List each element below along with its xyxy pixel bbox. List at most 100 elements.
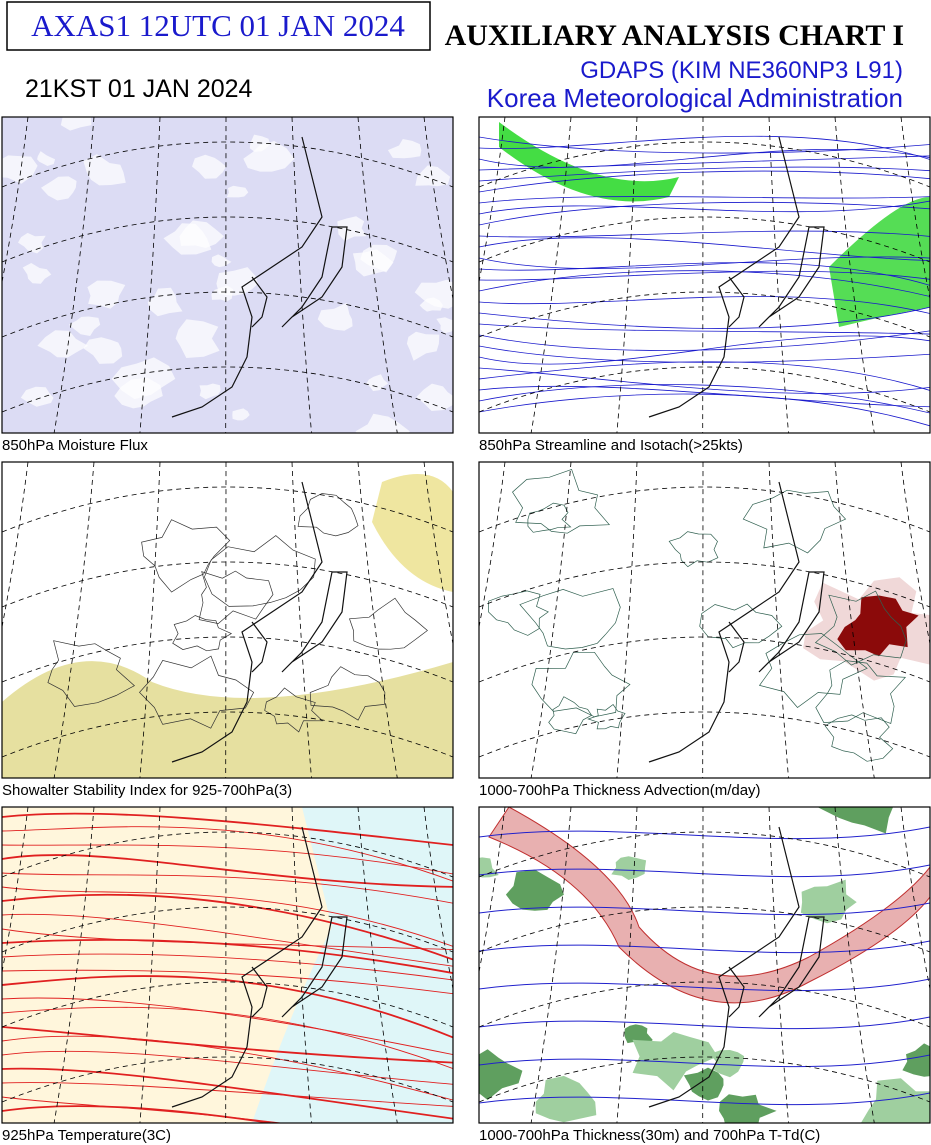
parallel xyxy=(2,1056,453,1103)
contour xyxy=(548,696,593,735)
moisture-patch xyxy=(436,317,453,334)
isotherm xyxy=(2,812,453,846)
isotherm xyxy=(2,886,453,947)
panel-caption: 1000-700hPa Thickness(30m) and 700hPa T-… xyxy=(479,1127,820,1144)
panel-caption: 850hPa Streamline and Isotach(>25kts) xyxy=(479,437,743,454)
moisture-patch xyxy=(352,249,394,277)
streamline xyxy=(479,200,930,215)
parallel xyxy=(2,486,453,533)
code-text: AXAS1 12UTC 01 JAN 2024 xyxy=(31,8,405,43)
advection-core xyxy=(837,595,919,657)
moisture-patch xyxy=(83,154,126,186)
moisture-patch xyxy=(419,297,443,312)
moisture-patch xyxy=(211,254,232,268)
streamline xyxy=(479,296,930,314)
isotherm xyxy=(2,854,453,888)
thickness-line xyxy=(479,1016,930,1030)
parallel xyxy=(479,561,930,608)
moisture-patch xyxy=(416,383,453,411)
thickness-line xyxy=(479,826,930,840)
contour xyxy=(349,597,428,650)
parallel xyxy=(479,906,930,953)
streamline xyxy=(479,270,930,297)
streamline xyxy=(479,149,930,168)
moisture-patch xyxy=(387,139,422,159)
parallel xyxy=(2,366,453,413)
moisture-patch xyxy=(163,223,212,255)
streamline xyxy=(479,256,930,269)
contour xyxy=(198,570,274,624)
moist-area xyxy=(535,1075,597,1123)
panels: 850hPa Moisture Flux 850hPa Streamline an… xyxy=(1,116,931,1144)
moisture-patch xyxy=(37,330,89,358)
streamline xyxy=(479,323,930,335)
moisture-patch xyxy=(226,185,249,198)
parallel xyxy=(2,981,453,1028)
moist-area xyxy=(479,857,499,878)
moisture-patch xyxy=(337,216,367,241)
streamline xyxy=(479,361,930,391)
contour xyxy=(742,489,847,554)
contour xyxy=(264,687,324,733)
moisture-patch xyxy=(83,337,123,364)
contour xyxy=(488,590,549,636)
chart-title: AUXILIARY ANALYSIS CHART I xyxy=(445,19,904,52)
contour xyxy=(815,660,907,724)
streamline xyxy=(479,270,930,281)
parallel xyxy=(2,831,453,878)
moist-area xyxy=(719,1094,777,1123)
parallel xyxy=(2,216,453,263)
coastline xyxy=(171,136,348,418)
coastline xyxy=(648,826,825,1108)
moist-area xyxy=(860,1078,930,1123)
map-frame xyxy=(478,116,931,434)
isotherm xyxy=(2,1082,453,1107)
parallel xyxy=(2,636,453,683)
isotherm xyxy=(2,913,453,967)
streamline xyxy=(479,166,930,182)
contour xyxy=(512,468,611,534)
isotherm xyxy=(2,1105,277,1123)
parallel xyxy=(479,636,930,683)
contour xyxy=(527,502,572,533)
unstable-area xyxy=(372,474,453,592)
parallel xyxy=(479,291,930,338)
map-frame xyxy=(478,461,931,779)
moisture-patch xyxy=(111,357,176,400)
moisture-patch xyxy=(355,413,410,433)
map-content xyxy=(2,462,453,778)
map-frame xyxy=(1,806,454,1124)
contour xyxy=(814,590,907,666)
streamline xyxy=(479,135,930,160)
thickness-line xyxy=(479,1092,930,1106)
contour xyxy=(668,531,719,568)
coastline xyxy=(648,481,825,763)
isotherm xyxy=(2,997,453,1056)
parallel xyxy=(479,141,930,188)
parallel xyxy=(2,141,453,188)
coastline xyxy=(171,826,348,1108)
jet-band xyxy=(829,197,930,327)
moist-area xyxy=(632,1032,718,1091)
parallel xyxy=(479,366,930,413)
contour xyxy=(297,493,359,537)
isotherm xyxy=(2,1067,453,1120)
thickness-line xyxy=(479,902,930,916)
map-panel: 1000-700hPa Thickness(30m) and 700hPa T-… xyxy=(478,806,931,1144)
moisture-patch xyxy=(243,141,295,172)
moisture-patch xyxy=(147,287,183,317)
map-frame xyxy=(478,806,931,1124)
panel-caption: Showalter Stability Index for 925-700hPa… xyxy=(2,782,292,799)
parallel xyxy=(479,981,930,1028)
model-name: GDAPS (KIM NE360NP3 L91) xyxy=(580,57,903,84)
moisture-patch xyxy=(87,280,126,309)
moisture-patch xyxy=(41,176,77,201)
moisture-patch xyxy=(60,117,92,131)
streamline xyxy=(479,230,930,238)
moist-area xyxy=(683,1067,724,1101)
contour xyxy=(139,655,255,729)
map-panel: Showalter Stability Index for 925-700hPa… xyxy=(1,461,454,799)
streamline xyxy=(479,170,930,193)
moist-area xyxy=(902,1043,930,1077)
